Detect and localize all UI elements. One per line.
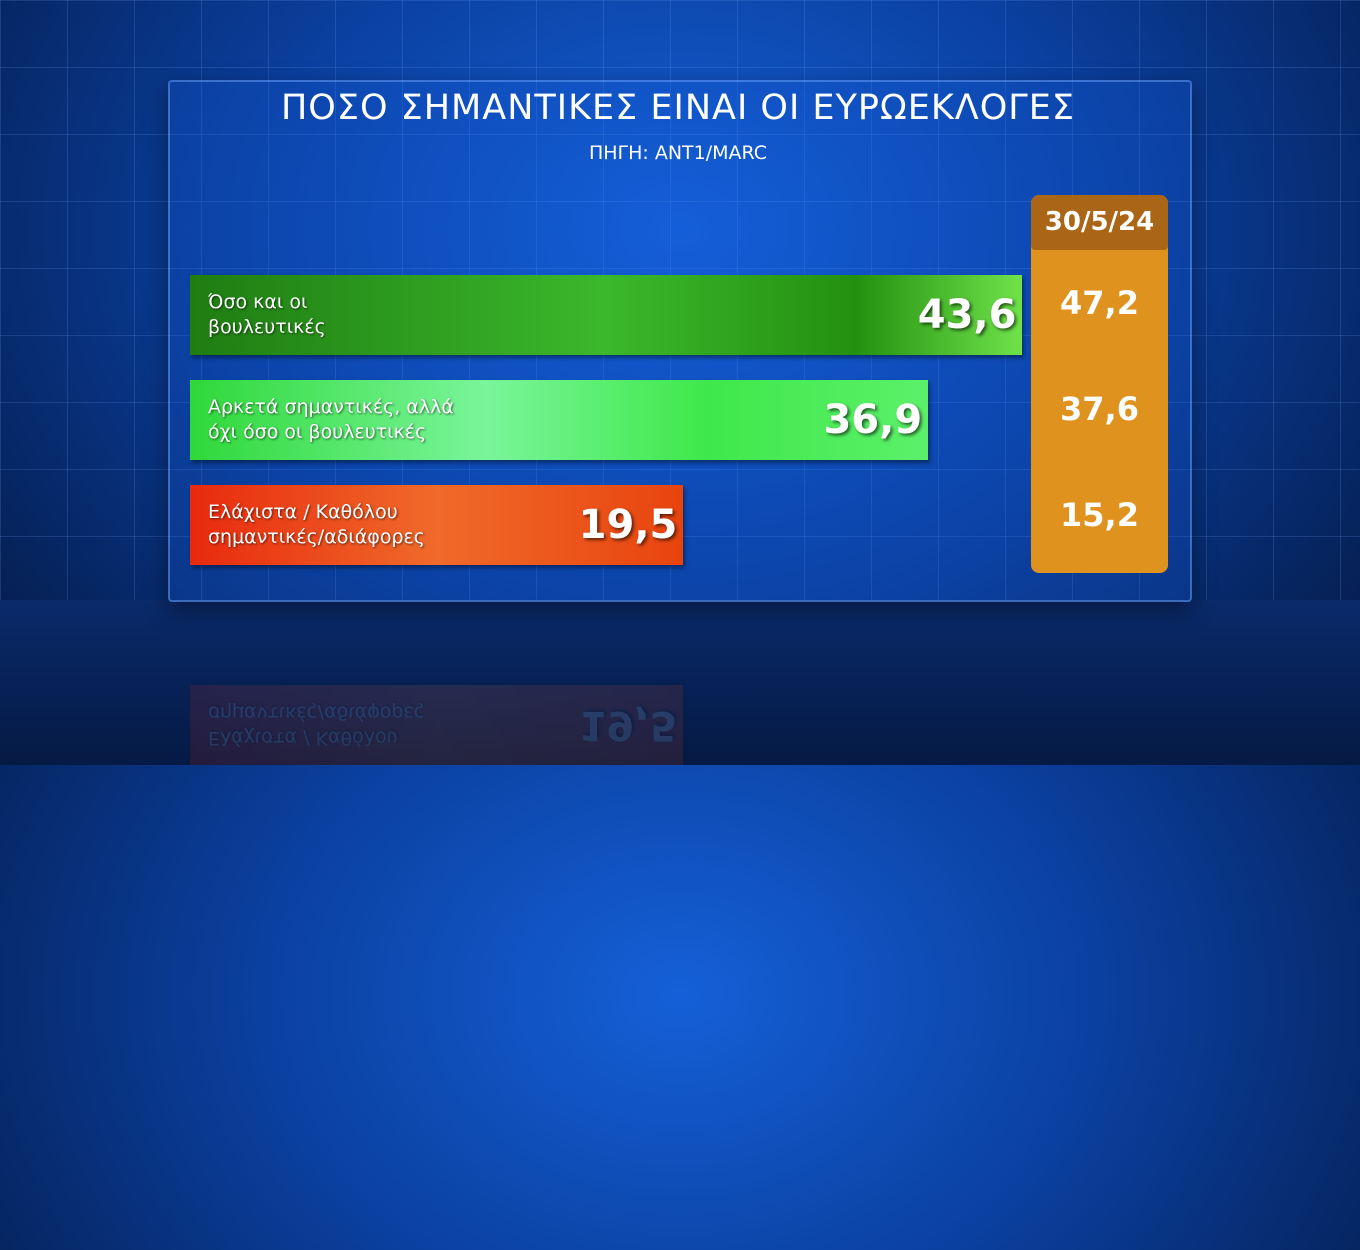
comparison-header: 30/5/24 xyxy=(1031,195,1168,250)
bar-label-line: όχι όσο οι βουλευτικές xyxy=(208,421,427,443)
chart-title: ΠΟΣΟ ΣΗΜΑΝΤΙΚΕΣ ΕΙΝΑΙ ΟΙ ΕΥΡΩΕΚΛΟΓΕΣ xyxy=(280,88,1076,128)
bar-label-line: βουλευτικές xyxy=(208,316,326,338)
bar-label-line: Αρκετά σημαντικές, αλλά xyxy=(208,396,454,418)
bar: Αρκετά σημαντικές, αλλά όχι όσο οι βουλευ… xyxy=(190,380,929,460)
bar-label: Όσο και οι βουλευτικές xyxy=(208,290,326,340)
comparison-value: 47,2 xyxy=(1060,284,1139,322)
comparison-value: 37,6 xyxy=(1060,390,1139,428)
bar-label-line: σημαντικές/αδιάφορες xyxy=(208,526,425,548)
bar-label: Αρκετά σημαντικές, αλλά όχι όσο οι βουλευ… xyxy=(208,395,454,445)
bar: Ελάχιστα / Καθόλου σημαντικές/αδιάφορες 19… xyxy=(190,485,684,565)
bar-label: Ελάχιστα / Καθόλου σημαντικές/αδιάφορες xyxy=(208,500,425,550)
bar-value: 43,6 xyxy=(917,292,1017,338)
chart-subtitle: ΠΗΓΗ: ΑΝΤ1/MARC xyxy=(588,142,768,164)
bar-value: 36,9 xyxy=(823,397,923,443)
bar-value: 19,5 xyxy=(578,502,678,548)
bar-label-line: Ελάχιστα / Καθόλου xyxy=(208,501,398,523)
comparison-column xyxy=(1031,195,1168,573)
bar-label-line: Όσο και οι xyxy=(208,291,308,313)
floor xyxy=(0,600,1360,765)
comparison-value: 15,2 xyxy=(1060,496,1139,534)
bar: Όσο και οι βουλευτικές 43,6 xyxy=(190,275,1023,355)
